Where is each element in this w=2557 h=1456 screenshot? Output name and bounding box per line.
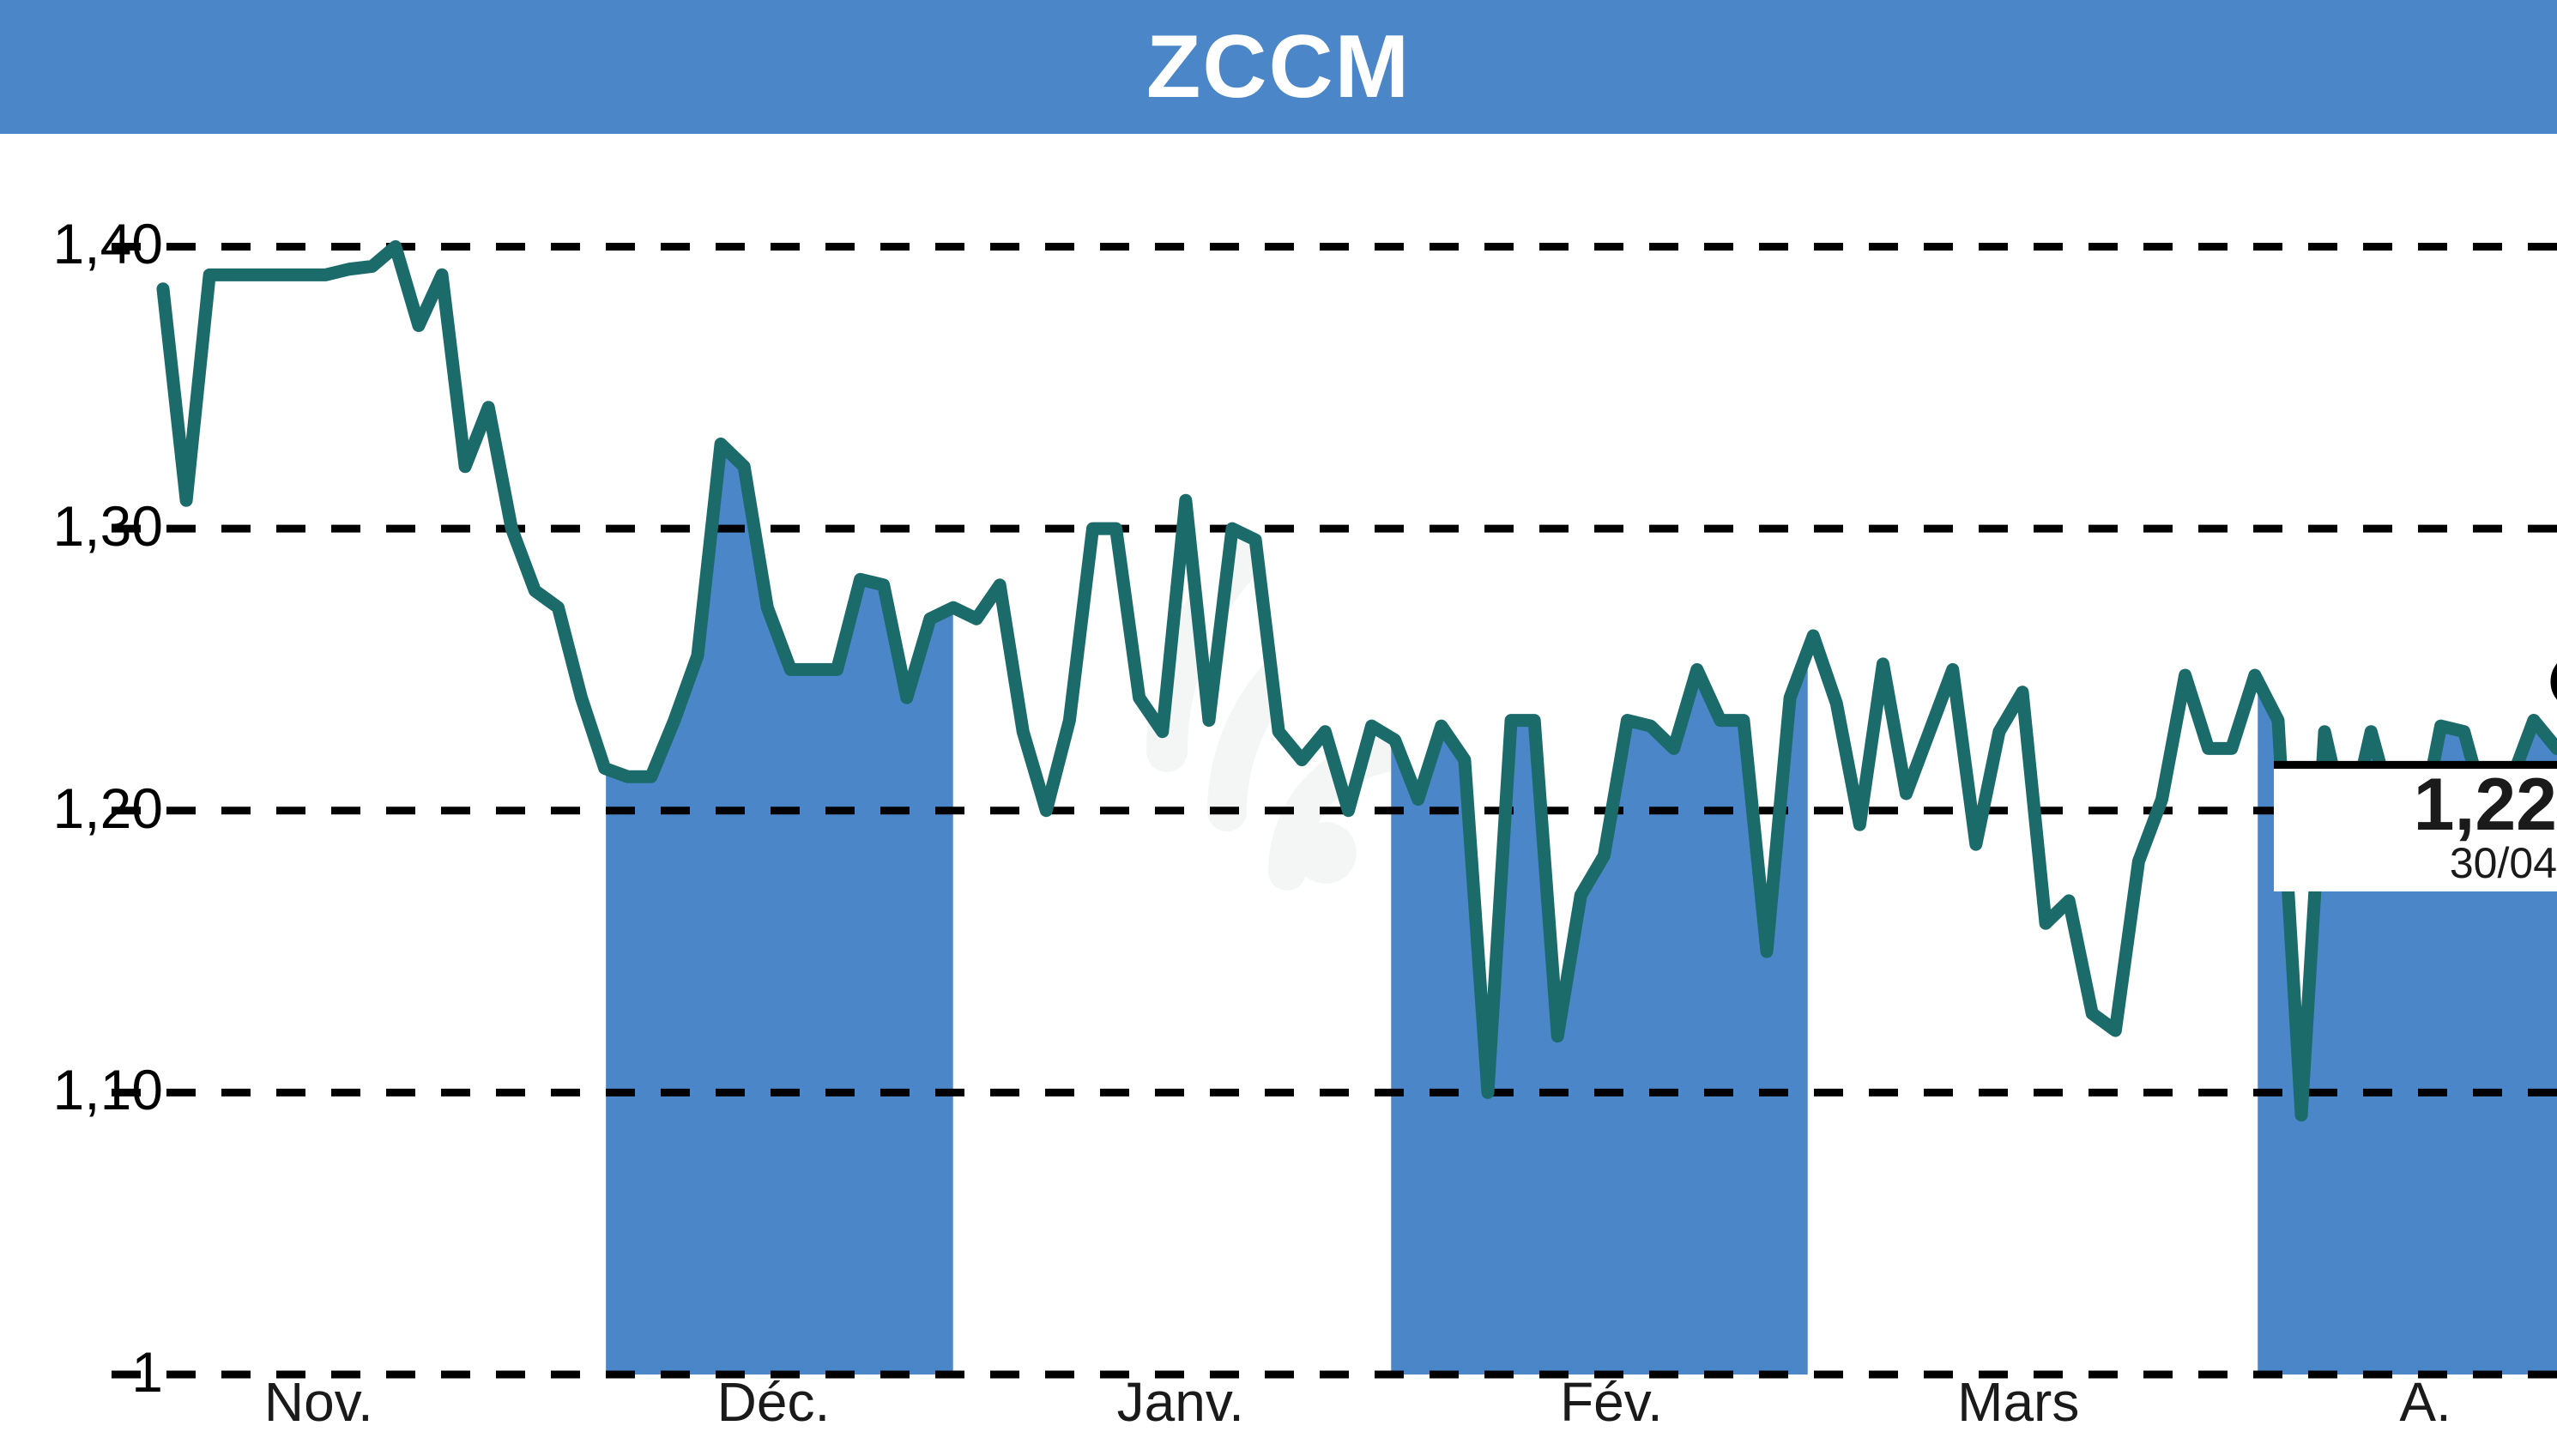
y-axis-label: 1,10	[52, 1058, 163, 1122]
x-axis-tick-labels: Nov. Déc. Janv. Fév. Mars A.	[0, 1374, 2557, 1456]
last-price-callout: 1,22 30/04	[2274, 769, 2557, 891]
x-axis-label: Nov.	[263, 1371, 373, 1433]
chart-header-band: ZCCM	[0, 0, 2557, 134]
y-axis-tick-labels: 1 1,10 1,20 1,30 1,40	[0, 134, 163, 1453]
y-axis-label: 1,30	[52, 494, 163, 559]
y-axis-label: 1,40	[52, 212, 163, 276]
chart-plot-area: 1 1,10 1,20 1,30 1,40 Nov. Déc. Janv. Fév. Mars A…	[0, 134, 2557, 1453]
x-axis-label: Mars	[1957, 1371, 2080, 1433]
horizontal-gridlines	[112, 242, 2557, 1379]
price-line	[156, 239, 2557, 1122]
last-price-date: 30/04	[2449, 839, 2557, 888]
x-axis-label: Janv.	[1116, 1371, 1244, 1433]
x-axis-label: Déc.	[716, 1371, 831, 1433]
page-title: ZCCM	[1146, 17, 1411, 117]
x-axis-label: Fév.	[1560, 1371, 1663, 1433]
price-area-chart	[112, 134, 2557, 1379]
price-area-fill	[163, 134, 2557, 1115]
last-price-value: 1,22	[2413, 764, 2557, 847]
y-axis-label: 1	[131, 1340, 163, 1404]
x-axis-label: A.	[2399, 1371, 2451, 1433]
y-axis-label: 1,20	[52, 776, 163, 840]
